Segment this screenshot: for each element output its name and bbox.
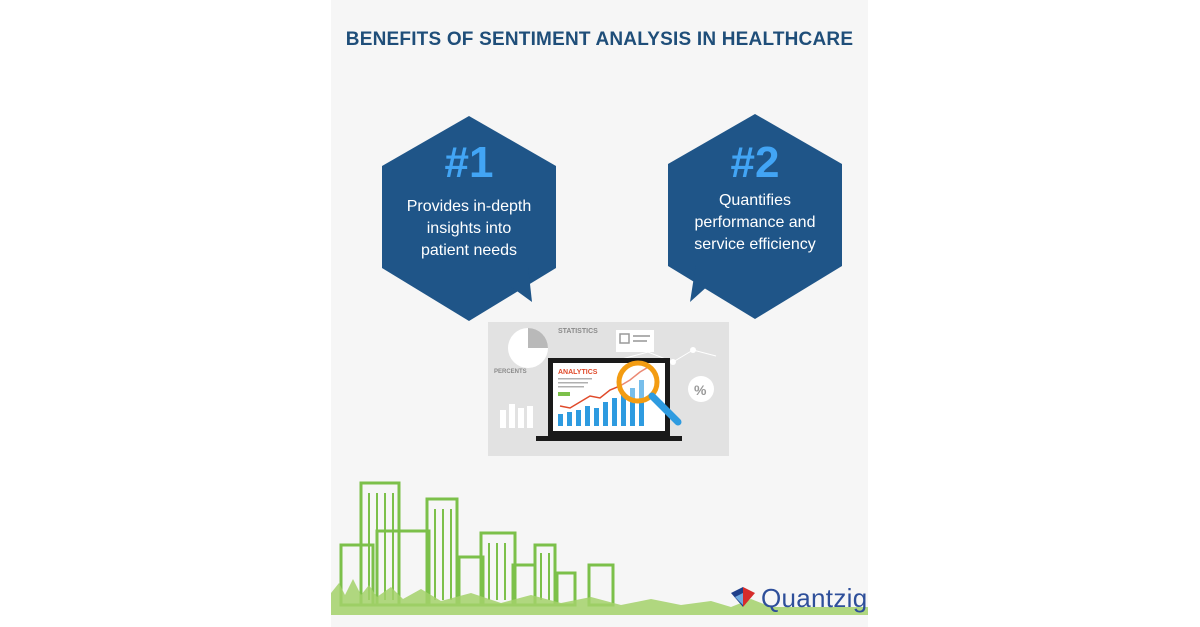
- hexagon-shape: [382, 116, 556, 321]
- percents-label: PERCENTS: [494, 369, 527, 375]
- benefit-card-1: #1 Provides in-depth insights into patie…: [382, 116, 556, 322]
- analytics-graphic: STATISTICS PERCENTS % ANALYTICS: [488, 322, 729, 456]
- page-title: BENEFITS OF SENTIMENT ANALYSIS IN HEALTH…: [345, 29, 854, 50]
- percent-symbol: %: [694, 382, 707, 398]
- benefit-text-2: Quantifies performance and service effic…: [694, 192, 816, 253]
- brand-name: Quantzig: [761, 583, 868, 613]
- city-skyline-illustration: [331, 475, 868, 615]
- infographic-panel: [331, 0, 868, 627]
- benefit-card-2: #2 Quantifies performance and service ef…: [668, 114, 842, 320]
- statistics-label: STATISTICS: [558, 328, 598, 335]
- hexagon-shape: [668, 114, 842, 319]
- quantzig-logo-icon: [731, 587, 755, 607]
- benefit-text-1: Provides in-depth insights into patient …: [406, 198, 532, 259]
- analytics-illustration: STATISTICS PERCENTS % ANALYTICS: [488, 322, 729, 456]
- skyline-graphic: [331, 481, 868, 615]
- benefit-number-1: #1: [444, 138, 494, 187]
- benefit-number-2: #2: [730, 138, 780, 187]
- analytics-label: ANALYTICS: [558, 369, 598, 376]
